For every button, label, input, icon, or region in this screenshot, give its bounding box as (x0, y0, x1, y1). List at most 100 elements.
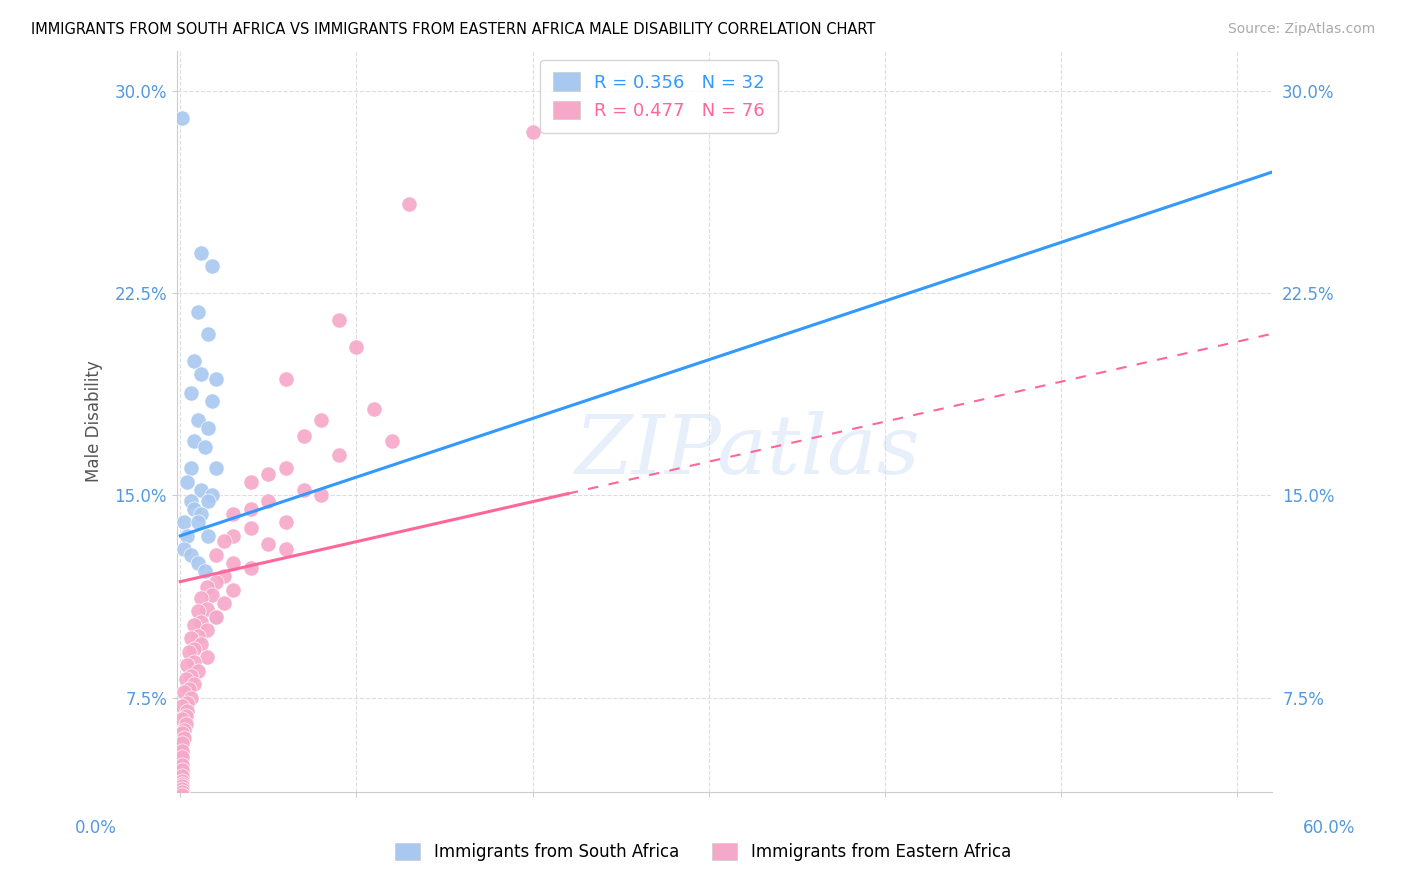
Point (170, 785, 193, 799)
Point (239, 521, 262, 535)
Point (170, 780, 193, 794)
Point (174, 717, 197, 731)
Point (274, 372, 297, 386)
Point (309, 488, 332, 502)
Point (170, 698, 193, 713)
Point (170, 774, 193, 789)
Point (174, 672, 197, 686)
Point (201, 260, 224, 274)
Point (190, 508, 212, 522)
Point (292, 483, 315, 497)
Point (173, 516, 195, 530)
Point (222, 529, 245, 543)
Point (204, 548, 226, 562)
Point (381, 434, 404, 449)
Point (398, 197, 420, 211)
Point (274, 516, 297, 530)
Point (170, 788, 193, 802)
Point (292, 429, 315, 443)
Point (170, 111, 193, 125)
Point (183, 642, 205, 657)
Point (204, 461, 226, 475)
Point (197, 326, 219, 341)
Point (346, 340, 368, 354)
Point (239, 501, 262, 516)
Point (363, 402, 385, 417)
Legend: R = 0.356   N = 32, R = 0.477   N = 76: R = 0.356 N = 32, R = 0.477 N = 76 (540, 60, 778, 133)
Point (239, 475, 262, 489)
Point (194, 564, 217, 578)
Point (170, 725, 193, 739)
Point (176, 475, 198, 489)
Point (257, 537, 280, 551)
Point (190, 483, 212, 497)
Point (328, 313, 350, 327)
Point (190, 245, 212, 260)
Point (187, 604, 209, 618)
Point (222, 508, 245, 522)
Y-axis label: Male Disability: Male Disability (86, 360, 103, 483)
Point (309, 413, 332, 427)
Point (239, 561, 262, 575)
Point (173, 542, 195, 557)
Point (195, 601, 218, 615)
Point (173, 731, 195, 745)
Point (197, 529, 219, 543)
Point (190, 591, 212, 605)
Point (170, 736, 193, 750)
Point (183, 501, 205, 516)
Point (204, 609, 226, 624)
Point (176, 529, 198, 543)
Point (180, 493, 202, 508)
Legend: Immigrants from South Africa, Immigrants from Eastern Africa: Immigrants from South Africa, Immigrants… (388, 836, 1018, 868)
Point (170, 712, 193, 726)
Point (190, 637, 212, 651)
Point (257, 493, 280, 508)
Point (183, 656, 205, 670)
Text: ZIPatlas: ZIPatlas (574, 411, 920, 491)
Point (204, 574, 226, 589)
Point (187, 556, 209, 570)
Point (180, 669, 202, 683)
Point (214, 534, 236, 549)
Point (194, 440, 217, 454)
Text: IMMIGRANTS FROM SOUTH AFRICA VS IMMIGRANTS FROM EASTERN AFRICA MALE DISABILITY C: IMMIGRANTS FROM SOUTH AFRICA VS IMMIGRAN… (31, 22, 876, 37)
Point (174, 709, 197, 723)
Point (190, 615, 212, 629)
Point (170, 777, 193, 791)
Point (173, 685, 195, 699)
Point (274, 461, 297, 475)
Point (222, 556, 245, 570)
Point (195, 623, 218, 637)
Point (201, 488, 224, 502)
Text: Source: ZipAtlas.com: Source: ZipAtlas.com (1227, 22, 1375, 37)
Point (187, 664, 209, 678)
Point (328, 448, 350, 462)
Point (201, 394, 224, 409)
Point (180, 690, 202, 705)
Point (522, 124, 544, 138)
Point (170, 744, 193, 758)
Point (177, 682, 200, 697)
Point (222, 582, 245, 597)
Point (195, 650, 218, 665)
Point (183, 617, 205, 632)
Point (195, 580, 218, 594)
Point (214, 569, 236, 583)
Point (170, 764, 193, 778)
Point (180, 548, 202, 562)
Point (187, 305, 209, 319)
Point (187, 516, 209, 530)
Point (183, 434, 205, 449)
Point (257, 467, 280, 481)
Point (187, 413, 209, 427)
Point (170, 769, 193, 783)
Point (176, 658, 198, 673)
Point (177, 645, 200, 659)
Point (197, 493, 219, 508)
Point (201, 588, 224, 602)
Point (197, 421, 219, 435)
Point (183, 677, 205, 691)
Point (204, 609, 226, 624)
Point (176, 704, 198, 718)
